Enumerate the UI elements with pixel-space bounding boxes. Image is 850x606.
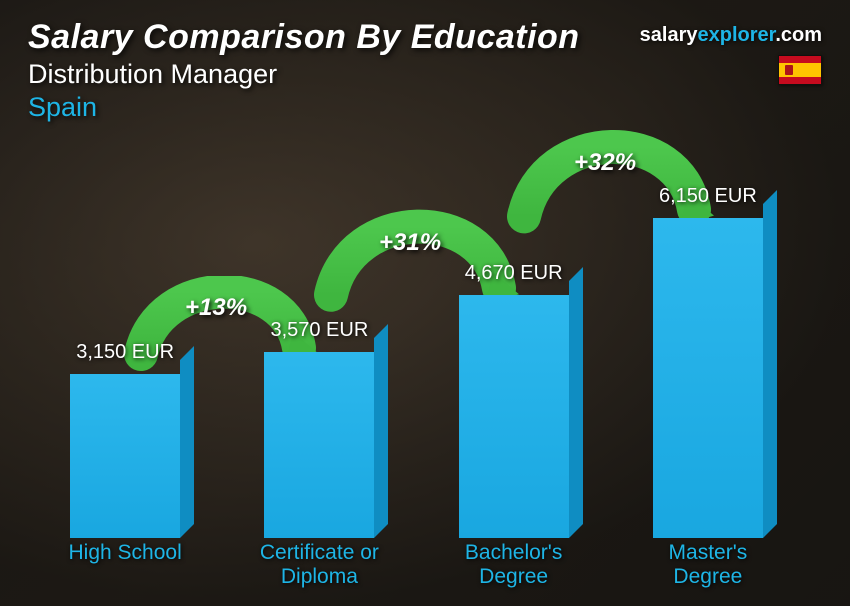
- bar-value-label: 4,670 EUR: [465, 262, 563, 285]
- bar-side-face: [763, 190, 777, 538]
- x-axis-label: Certificate orDiploma: [222, 541, 416, 596]
- content-container: Salary Comparison By Education Distribut…: [0, 0, 850, 606]
- header: Salary Comparison By Education Distribut…: [28, 18, 822, 123]
- chart-subtitle: Distribution Manager: [28, 59, 640, 90]
- brand-text: salaryexplorer.com: [640, 24, 822, 47]
- bar-side-face: [374, 324, 388, 538]
- brand-part3: .com: [775, 24, 822, 46]
- bar-column: 3,570 EUR: [222, 319, 416, 538]
- bar-3d: [70, 374, 180, 538]
- chart-area: Average Monthly Salary +13% +3: [28, 151, 805, 596]
- bar-value-label: 3,570 EUR: [270, 319, 368, 342]
- brand-part1: salary: [640, 24, 698, 46]
- title-block: Salary Comparison By Education Distribut…: [28, 18, 640, 123]
- x-axis-label: High School: [28, 541, 222, 596]
- bar-front-face: [70, 374, 180, 538]
- bar-value-label: 3,150 EUR: [76, 341, 174, 364]
- chart-title: Salary Comparison By Education: [28, 18, 640, 57]
- brand-block: salaryexplorer.com: [640, 24, 822, 85]
- bar-3d: [459, 295, 569, 538]
- bar-side-face: [569, 267, 583, 538]
- x-axis-label: Master'sDegree: [611, 541, 805, 596]
- bar-column: 4,670 EUR: [417, 262, 611, 538]
- bar-front-face: [264, 352, 374, 538]
- spain-flag-icon: [778, 55, 822, 85]
- bar-front-face: [459, 295, 569, 538]
- x-axis-label: Bachelor'sDegree: [417, 541, 611, 596]
- chart-country: Spain: [28, 92, 640, 123]
- bar-3d: [264, 352, 374, 538]
- bars-container: 3,150 EUR 3,570 EUR 4,670 EUR 6,150 EUR: [28, 168, 805, 538]
- bar-3d: [653, 218, 763, 538]
- brand-part2: explorer: [697, 24, 775, 46]
- x-labels: High SchoolCertificate orDiplomaBachelor…: [28, 541, 805, 596]
- bar-value-label: 6,150 EUR: [659, 185, 757, 208]
- bar-front-face: [653, 218, 763, 538]
- bar-side-face: [180, 346, 194, 538]
- bar-column: 6,150 EUR: [611, 185, 805, 538]
- bar-column: 3,150 EUR: [28, 341, 222, 538]
